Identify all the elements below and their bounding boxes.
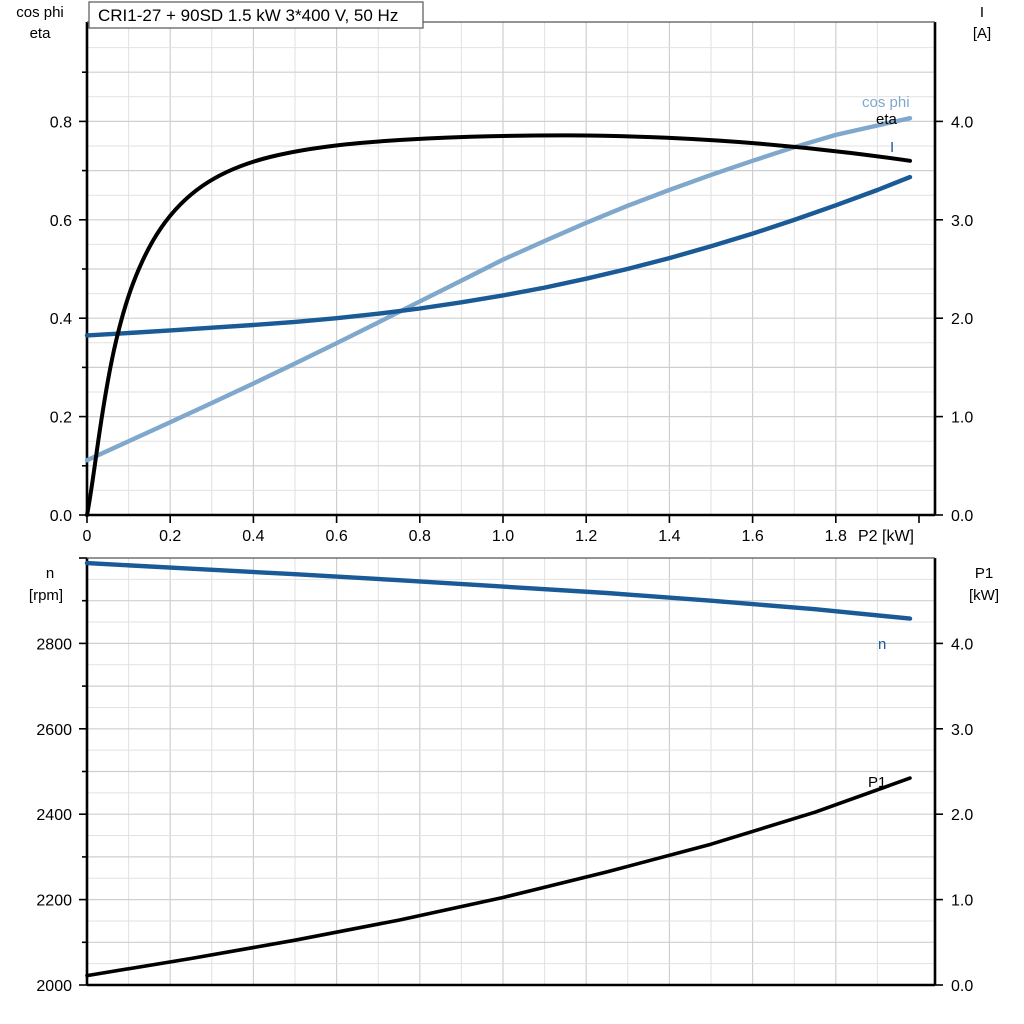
- title-box: [88, 1, 424, 29]
- bottom-right-tick-3: 3.0: [951, 722, 973, 739]
- bottom-right-axis-title-line1: P1: [975, 565, 993, 582]
- top-right-tick-2: 2.0: [951, 311, 973, 328]
- curve-label-current: I: [890, 139, 894, 156]
- top-chart-right-axis-ticks: [935, 120, 943, 516]
- top-left-tick-3: 0.6: [50, 213, 72, 230]
- top-chart-x-tick-labels: 0 0.2 0.4 0.6 0.8 1.0 1.2 1.4 1.6 1.8: [83, 528, 847, 545]
- top-left-axis-title-line1: cos phi: [16, 4, 64, 21]
- bottom-left-tick-2: 2400: [36, 807, 72, 824]
- top-x-tick-5: 1.0: [492, 528, 514, 545]
- bottom-chart-svg: n P1 2000 2200 2400 2600 2800 0.0 1.0 2.…: [29, 557, 999, 995]
- top-left-tick-2: 0.4: [50, 311, 72, 328]
- bottom-chart-right-tick-labels: 0.0 1.0 2.0 3.0 4.0: [951, 636, 973, 995]
- top-chart-right-tick-labels: 0.0 1.0 2.0 3.0 4.0: [951, 114, 973, 525]
- curve-eta: [85, 133, 912, 517]
- top-right-tick-1: 1.0: [951, 410, 973, 427]
- x-axis-title: P2 [kW]: [858, 528, 914, 545]
- top-right-axis-title-line1: I: [980, 4, 984, 21]
- bottom-chart-major-horizontal-gridlines: [87, 600, 935, 943]
- top-x-tick-2: 0.4: [242, 528, 264, 545]
- bottom-chart-left-axis-ticks: [79, 557, 87, 986]
- curve-label-speed: n: [878, 636, 886, 653]
- bottom-left-tick-1: 2200: [36, 893, 72, 910]
- top-right-tick-4: 4.0: [951, 114, 973, 131]
- top-right-tick-0: 0.0: [951, 508, 973, 525]
- top-x-tick-4: 0.8: [409, 528, 431, 545]
- top-chart-x-axis-ticks: [86, 515, 920, 523]
- curve-label-cos-phi: cos phi: [862, 94, 910, 111]
- bottom-chart-right-axis-ticks: [935, 642, 943, 986]
- top-left-axis-title-line2: eta: [30, 25, 52, 42]
- curve-current: [84, 174, 913, 338]
- bottom-right-axis-title-line2: [kW]: [969, 587, 999, 604]
- top-x-tick-1: 0.2: [159, 528, 181, 545]
- top-left-tick-4: 0.8: [50, 114, 72, 131]
- bottom-chart-minor-horizontal-gridlines: [87, 578, 935, 965]
- bottom-left-tick-4: 2800: [36, 636, 72, 653]
- top-x-tick-3: 0.6: [325, 528, 347, 545]
- top-right-tick-3: 3.0: [951, 213, 973, 230]
- top-chart-panel: cos phi eta I 0.0 0.2 0.4 0.6 0.8 0.0 1.…: [16, 1, 991, 545]
- curve-label-p1: P1: [868, 774, 886, 791]
- top-chart-left-tick-labels: 0.0 0.2 0.4 0.6 0.8: [50, 114, 72, 525]
- curve-p1: [85, 776, 912, 978]
- top-x-tick-9: 1.8: [825, 528, 847, 545]
- bottom-right-tick-0: 0.0: [951, 978, 973, 995]
- top-right-axis-title-line2: [A]: [973, 25, 991, 42]
- top-chart-major-horizontal-gridlines: [87, 71, 935, 467]
- bottom-left-axis-title-line1: n: [46, 565, 54, 582]
- bottom-chart-left-tick-labels: 2000 2200 2400 2600 2800: [36, 636, 72, 995]
- top-chart-left-axis-ticks: [79, 71, 87, 516]
- curve-speed: [84, 560, 913, 621]
- bottom-left-tick-3: 2600: [36, 722, 72, 739]
- top-x-tick-6: 1.2: [575, 528, 597, 545]
- curve-cos-phi: [84, 115, 913, 463]
- top-x-tick-7: 1.4: [658, 528, 680, 545]
- top-chart-minor-horizontal-gridlines: [87, 47, 935, 491]
- bottom-right-tick-1: 1.0: [951, 893, 973, 910]
- top-chart-svg: cos phi eta I 0.0 0.2 0.4 0.6 0.8 0.0 1.…: [16, 1, 991, 545]
- bottom-right-tick-4: 4.0: [951, 636, 973, 653]
- curve-label-eta: eta: [876, 111, 898, 128]
- top-left-tick-0: 0.0: [50, 508, 72, 525]
- top-left-tick-1: 0.2: [50, 410, 72, 427]
- chart-title: CRI1-27 + 90SD 1.5 kW 3*400 V, 50 Hz: [98, 6, 398, 25]
- top-x-tick-0: 0: [83, 528, 92, 545]
- bottom-left-axis-title-line2: [rpm]: [29, 587, 63, 604]
- bottom-right-tick-2: 2.0: [951, 807, 973, 824]
- bottom-left-tick-0: 2000: [36, 978, 72, 995]
- bottom-chart-content: n P1 2000 2200 2400 2600 2800 0.0 1.0 2.…: [0, 550, 1024, 1024]
- top-x-tick-8: 1.6: [741, 528, 763, 545]
